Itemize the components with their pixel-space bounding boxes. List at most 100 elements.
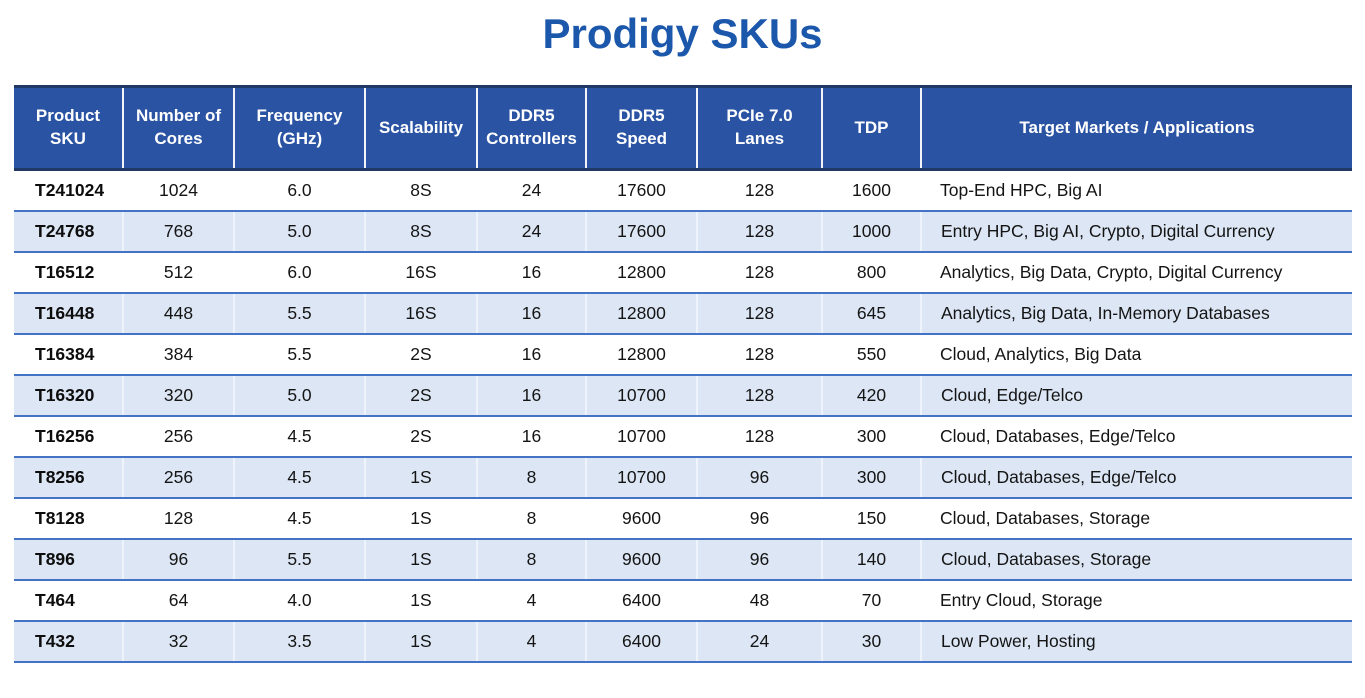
table-row: T24768 768 5.0 8S 24 17600 128 1000 Entry HPC, B… [14, 211, 1352, 254]
pcie-lanes-cell: 128 [697, 252, 822, 295]
product-sku-cell: T8256 [14, 457, 123, 500]
tdp-cell: 1000 [821, 211, 921, 254]
tdp-cell: 420 [821, 375, 921, 418]
ddr5-speed-cell: 17600 [586, 169, 697, 213]
ddr5-speed-cell: 12800 [585, 293, 697, 336]
product-sku-cell: T896 [14, 539, 123, 582]
num-cores-cell: 256 [122, 457, 234, 500]
frequency-cell: 3.5 [233, 621, 365, 664]
column-header-target-markets: Target Markets / Applications [920, 85, 1352, 172]
pcie-lanes-cell: 128 [696, 375, 822, 418]
ddr5-controllers-cell: 16 [476, 375, 586, 418]
pcie-lanes-cell: 128 [697, 416, 822, 459]
product-sku-cell: T8128 [14, 498, 123, 541]
table-row: T8128 128 4.5 1S 8 9600 96 150 Cloud, Databases,… [14, 498, 1352, 541]
frequency-cell: 4.0 [234, 580, 365, 623]
tdp-cell: 300 [821, 457, 921, 500]
num-cores-cell: 512 [123, 252, 234, 295]
target-markets-cell: Analytics, Big Data, In-Memory Databases [920, 293, 1352, 336]
scalability-cell: 1S [365, 498, 477, 541]
scalability-cell: 1S [365, 580, 477, 623]
frequency-cell: 6.0 [234, 169, 365, 213]
target-markets-cell: Entry HPC, Big AI, Crypto, Digital Curre… [920, 211, 1352, 254]
target-markets-cell: Cloud, Databases, Edge/Telco [921, 416, 1352, 459]
frequency-cell: 4.5 [234, 416, 365, 459]
ddr5-speed-cell: 10700 [586, 416, 697, 459]
ddr5-controllers-cell: 16 [477, 334, 586, 377]
ddr5-controllers-cell: 24 [476, 211, 586, 254]
num-cores-cell: 32 [122, 621, 234, 664]
num-cores-cell: 128 [123, 498, 234, 541]
product-sku-cell: T241024 [14, 169, 123, 213]
target-markets-cell: Cloud, Analytics, Big Data [921, 334, 1352, 377]
ddr5-speed-cell: 10700 [585, 375, 697, 418]
ddr5-controllers-cell: 16 [476, 293, 586, 336]
ddr5-speed-cell: 10700 [585, 457, 697, 500]
page-title: Prodigy SKUs [542, 10, 823, 57]
ddr5-controllers-cell: 4 [476, 621, 586, 664]
ddr5-controllers-cell: 8 [476, 539, 586, 582]
tdp-cell: 800 [822, 252, 921, 295]
scalability-cell: 16S [365, 252, 477, 295]
target-markets-cell: Top-End HPC, Big AI [921, 169, 1352, 213]
tdp-cell: 140 [821, 539, 921, 582]
ddr5-speed-cell: 6400 [585, 621, 697, 664]
tdp-cell: 645 [821, 293, 921, 336]
pcie-lanes-cell: 96 [696, 457, 822, 500]
sku-table: Product SKU Number of Cores Frequency (GHz… [14, 85, 1352, 664]
table-row: T16512 512 6.0 16S 16 12800 128 800 Analytics, B… [14, 252, 1352, 295]
product-sku-cell: T464 [14, 580, 123, 623]
table-row: T8256 256 4.5 1S 8 10700 96 300 Cloud, Databases… [14, 457, 1352, 500]
frequency-cell: 5.5 [234, 334, 365, 377]
frequency-cell: 4.5 [234, 498, 365, 541]
table-row: T241024 1024 6.0 8S 24 17600 128 1600 Top-End HP… [14, 169, 1352, 213]
scalability-cell: 2S [365, 416, 477, 459]
num-cores-cell: 384 [123, 334, 234, 377]
ddr5-speed-cell: 9600 [585, 539, 697, 582]
target-markets-cell: Cloud, Databases, Storage [921, 498, 1352, 541]
num-cores-cell: 768 [122, 211, 234, 254]
product-sku-cell: T16256 [14, 416, 123, 459]
ddr5-controllers-cell: 8 [476, 457, 586, 500]
product-sku-cell: T16320 [14, 375, 123, 418]
table-row: T16384 384 5.5 2S 16 12800 128 550 Cloud, Analyt… [14, 334, 1352, 377]
pcie-lanes-cell: 128 [696, 293, 822, 336]
column-header-tdp: TDP [821, 85, 921, 172]
scalability-cell: 1S [364, 457, 477, 500]
frequency-cell: 5.0 [233, 211, 365, 254]
ddr5-speed-cell: 6400 [586, 580, 697, 623]
column-header-product-sku: Product SKU [14, 85, 123, 172]
table-row: T16256 256 4.5 2S 16 10700 128 300 Cloud, Databa… [14, 416, 1352, 459]
scalability-cell: 8S [364, 211, 477, 254]
column-header-num-cores: Number of Cores [122, 85, 234, 172]
column-header-ddr5-controllers: DDR5 Controllers [476, 85, 586, 172]
pcie-lanes-cell: 24 [696, 621, 822, 664]
target-markets-cell: Low Power, Hosting [920, 621, 1352, 664]
target-markets-cell: Analytics, Big Data, Crypto, Digital Cur… [921, 252, 1352, 295]
tdp-cell: 550 [822, 334, 921, 377]
column-header-ddr5-speed: DDR5 Speed [585, 85, 697, 172]
pcie-lanes-cell: 128 [696, 211, 822, 254]
tdp-cell: 1600 [822, 169, 921, 213]
num-cores-cell: 96 [122, 539, 234, 582]
product-sku-cell: T16384 [14, 334, 123, 377]
column-header-scalability: Scalability [364, 85, 477, 172]
frequency-cell: 5.5 [233, 539, 365, 582]
ddr5-speed-cell: 9600 [586, 498, 697, 541]
header-row: Product SKU Number of Cores Frequency (GHz… [14, 85, 1352, 172]
pcie-lanes-cell: 128 [697, 334, 822, 377]
tdp-cell: 70 [822, 580, 921, 623]
num-cores-cell: 1024 [123, 169, 234, 213]
pcie-lanes-cell: 96 [697, 498, 822, 541]
scalability-cell: 2S [365, 334, 477, 377]
pcie-lanes-cell: 128 [697, 169, 822, 213]
num-cores-cell: 256 [123, 416, 234, 459]
column-header-frequency: Frequency (GHz) [233, 85, 365, 172]
ddr5-speed-cell: 12800 [586, 334, 697, 377]
frequency-cell: 5.5 [233, 293, 365, 336]
table-row: T16448 448 5.5 16S 16 12800 128 645 Analytics, B… [14, 293, 1352, 336]
scalability-cell: 8S [365, 169, 477, 213]
target-markets-cell: Entry Cloud, Storage [921, 580, 1352, 623]
tdp-cell: 150 [822, 498, 921, 541]
frequency-cell: 4.5 [233, 457, 365, 500]
